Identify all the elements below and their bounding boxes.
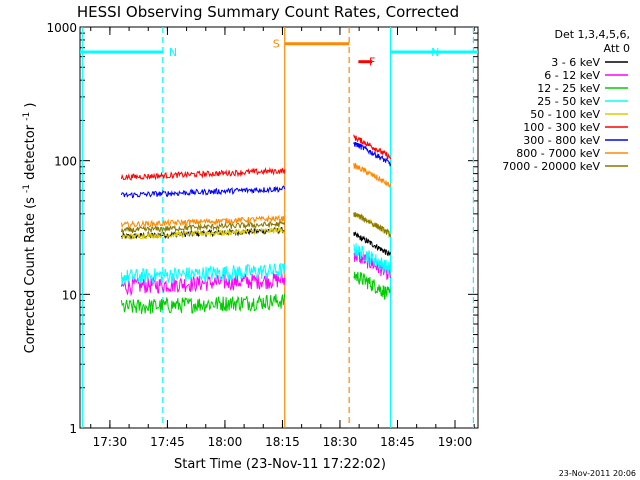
footer-timestamp: 23-Nov-2011 20:06	[559, 469, 636, 478]
series-line-interval-1	[120, 185, 286, 199]
flag-label: S	[273, 38, 280, 51]
y-tick-label: 10	[62, 288, 77, 302]
series-line-interval-2	[353, 212, 392, 239]
series-line-interval-1	[120, 262, 286, 286]
legend-label: 12 - 25 keV	[537, 82, 600, 95]
y-label-sup1: -1	[22, 184, 32, 193]
series-line-interval-1	[120, 166, 286, 181]
series-line-interval-2	[353, 231, 392, 257]
series-line-interval-1	[120, 226, 286, 240]
y-tick-label: 1	[69, 422, 77, 436]
series-line-interval-1	[120, 293, 286, 315]
legend-label: 25 - 50 keV	[537, 95, 600, 108]
y-axis-label: Corrected Count Rate (s -1 detector -1 )	[18, 103, 38, 354]
x-tick-label: 19:00	[438, 435, 473, 449]
legend-label: 6 - 12 keV	[544, 69, 600, 82]
series-line-interval-2	[353, 141, 392, 167]
plot-frame	[79, 26, 479, 429]
legend-header-attenuator: Att 0	[604, 42, 630, 55]
series-line-interval-2	[353, 271, 391, 300]
x-tick-label: 17:45	[150, 435, 185, 449]
legend-label: 100 - 300 keV	[523, 121, 600, 134]
series-line-interval-2	[353, 250, 392, 280]
flag-label: N	[169, 46, 177, 59]
flag-label: F	[369, 56, 375, 69]
x-tick-label: 18:45	[380, 435, 415, 449]
x-tick-label: 18:30	[323, 435, 358, 449]
chart-title: HESSI Observing Summary Count Rates, Cor…	[77, 3, 459, 21]
y-label-sup2: -1	[22, 112, 32, 121]
flag-label: N	[431, 46, 439, 59]
x-tick-label: 17:30	[93, 435, 128, 449]
y-tick-label: 1000	[46, 21, 77, 35]
legend-label: 7000 - 20000 keV	[502, 160, 600, 173]
series-line-interval-2	[353, 134, 392, 160]
legend-label: 800 - 7000 keV	[516, 147, 600, 160]
legend-label: 3 - 6 keV	[551, 56, 600, 69]
y-label-end: )	[23, 103, 38, 108]
x-axis-label: Start Time (23-Nov-11 17:22:02)	[174, 457, 386, 472]
legend-header-detectors: Det 1,3,4,5,6,	[554, 28, 630, 41]
y-label-mid: detector	[23, 124, 38, 180]
y-label-base: Corrected Count Rate (s	[23, 197, 38, 354]
series-line-interval-2	[353, 162, 392, 189]
series-line-interval-1	[120, 220, 286, 235]
series-line-interval-1	[120, 214, 285, 229]
x-tick-label: 18:00	[208, 435, 243, 449]
series-line-interval-2	[353, 243, 392, 275]
legend-label: 300 - 800 keV	[523, 134, 600, 147]
y-tick-label: 100	[54, 155, 77, 169]
x-tick-label: 18:15	[265, 435, 300, 449]
legend-label: 50 - 100 keV	[530, 108, 600, 121]
plot-area: 17:30 17:45 18:00 18:15 18:30 18:45 19:00 1 10 10…	[46, 21, 479, 449]
series-line-interval-1	[120, 272, 286, 297]
